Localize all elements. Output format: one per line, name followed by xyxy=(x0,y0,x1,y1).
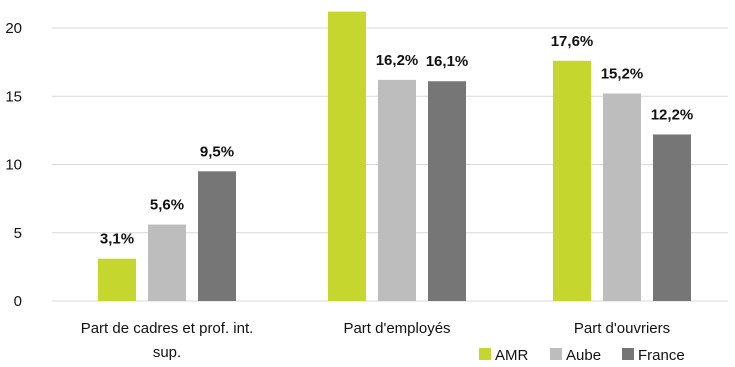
bar xyxy=(198,171,236,301)
y-tick-label: 5 xyxy=(14,225,22,242)
data-label: 3,1% xyxy=(100,231,134,248)
bar xyxy=(603,93,641,302)
legend-label: AMR xyxy=(495,347,529,364)
bar xyxy=(653,134,691,301)
bar xyxy=(98,258,136,301)
y-tick-label: 15 xyxy=(5,88,22,105)
data-label: 17,6% xyxy=(551,33,594,50)
legend-label: Aube xyxy=(566,347,601,364)
legend-swatch xyxy=(479,348,491,360)
bar xyxy=(378,79,416,302)
y-tick-label: 0 xyxy=(14,293,22,310)
bar xyxy=(553,60,591,302)
bar xyxy=(148,224,186,301)
data-label: 16,1% xyxy=(426,53,469,70)
legend-swatch xyxy=(550,348,562,360)
data-label: 5,6% xyxy=(150,197,184,214)
category-label: Part de cadres et prof. int. xyxy=(81,320,254,337)
legend-label: France xyxy=(638,347,685,364)
category-label: Part d'ouvriers xyxy=(574,320,670,337)
y-tick-label: 10 xyxy=(5,157,22,174)
category-label: Part d'employés xyxy=(343,320,450,337)
legend-swatch xyxy=(622,348,634,360)
y-tick-label: 20 xyxy=(5,20,22,37)
data-label: 21,2% xyxy=(326,0,369,1)
data-label: 12,2% xyxy=(651,106,694,123)
data-label: 16,2% xyxy=(376,52,419,69)
data-label: 15,2% xyxy=(601,66,644,83)
bar xyxy=(328,11,366,302)
category-label: sup. xyxy=(153,344,181,361)
data-label: 9,5% xyxy=(200,143,234,160)
bar xyxy=(428,81,466,301)
